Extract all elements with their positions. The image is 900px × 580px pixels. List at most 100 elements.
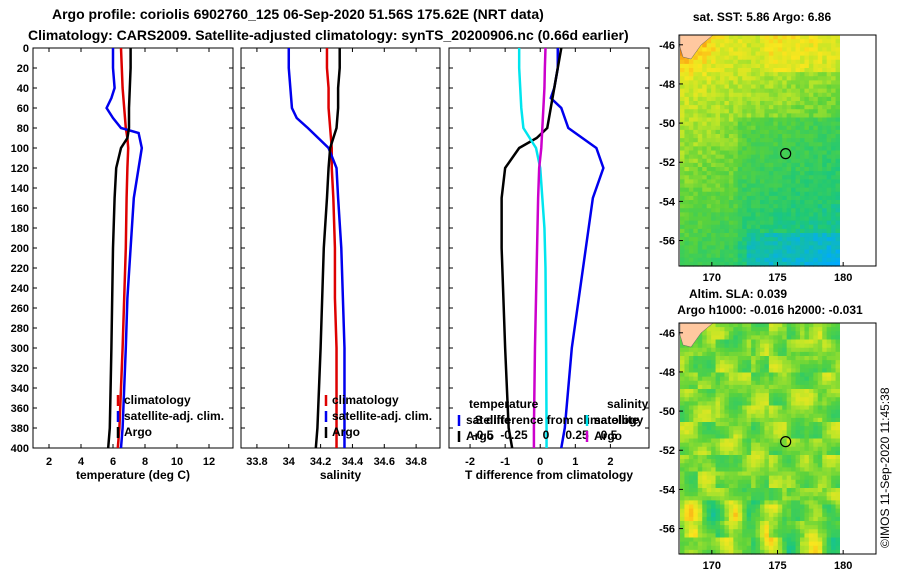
map-cell [760,471,766,477]
map-cell [782,488,788,493]
map-cell [800,545,806,551]
map-cell [728,339,734,345]
map-cell [693,171,699,176]
map-cell [755,351,761,357]
map-cell [795,471,801,477]
map-cell [751,92,757,98]
map-cell [768,187,774,193]
map-cell [786,195,792,201]
map-cell [737,537,743,543]
map-cell [773,233,779,238]
map-cell [720,142,726,147]
map-cell [724,389,730,394]
map-cell [817,533,823,539]
map-cell [746,508,752,514]
map-cell [813,343,819,349]
map-cell [702,55,708,61]
map-cell [684,125,690,131]
map-cell [835,47,841,53]
map-cell [742,142,748,147]
x-tick-label: 170 [703,560,721,572]
map-cell [684,450,690,456]
map-cell [702,467,708,473]
map-cell [724,380,730,386]
map-cell [800,150,806,156]
map-cell [782,401,788,407]
map-cell [702,47,708,53]
map-cell [795,138,801,143]
map-cell [786,175,792,180]
map-cell [817,351,823,357]
map-cell [826,475,832,481]
map-cell [737,397,743,402]
map-cell [746,356,752,361]
map-cell [808,51,814,57]
map-cell [777,183,783,189]
map-cell [733,471,739,477]
map-cell [826,228,832,234]
map-cell [835,529,841,534]
map-cell [786,384,792,390]
map-cell [777,434,783,440]
map-cell [720,43,726,48]
map-cell [760,459,766,464]
map-cell [795,500,801,506]
map-cell [733,512,739,518]
map-cell [688,529,694,534]
map-cell [800,68,806,73]
map-cell [751,512,757,518]
map-cell [728,158,734,164]
map-cell [688,150,694,156]
map-cell [715,327,721,332]
map-cell [733,129,739,135]
map-cell [706,459,712,464]
map-cell [764,492,770,497]
map-cell [760,233,766,238]
map-cell [728,68,734,73]
map-cell [782,171,788,176]
map-cell [697,347,703,353]
map-cell [777,35,783,40]
map-cell [817,508,823,514]
map-cell [768,459,774,464]
map-cell [768,261,774,267]
map-cell [737,339,743,345]
map-cell [715,228,721,234]
map-cell [706,504,712,510]
map-cell [702,216,708,222]
map-cell [746,409,752,415]
map-cell [706,162,712,168]
map-cell [737,483,743,489]
map-cell [804,479,810,485]
map-cell [720,413,726,419]
map-cell [831,351,837,357]
map-cell [786,413,792,419]
map-cell [822,463,828,468]
map-cell [764,179,770,185]
legend-label: Argo [594,429,622,443]
map-cell [813,533,819,539]
map-cell [826,43,832,48]
y-tick-label: 20 [17,63,29,75]
map-cell [693,405,699,411]
map-cell [680,76,686,81]
map-cell [737,51,743,57]
map-cell [764,195,770,201]
map-cell [831,80,837,86]
map-cell [680,88,686,94]
map-cell [786,450,792,456]
map-cell [720,405,726,411]
map-cell [817,187,823,193]
map-cell [800,376,806,382]
map-cell [764,92,770,98]
map-cell [715,483,721,489]
map-cell [777,479,783,485]
map-cell [835,508,841,514]
map-cell [822,187,828,193]
map-cell [697,80,703,86]
map-cell [804,483,810,489]
map-cell [680,376,686,382]
map-cell [777,113,783,119]
map-cell [680,162,686,168]
map-cell [702,438,708,444]
